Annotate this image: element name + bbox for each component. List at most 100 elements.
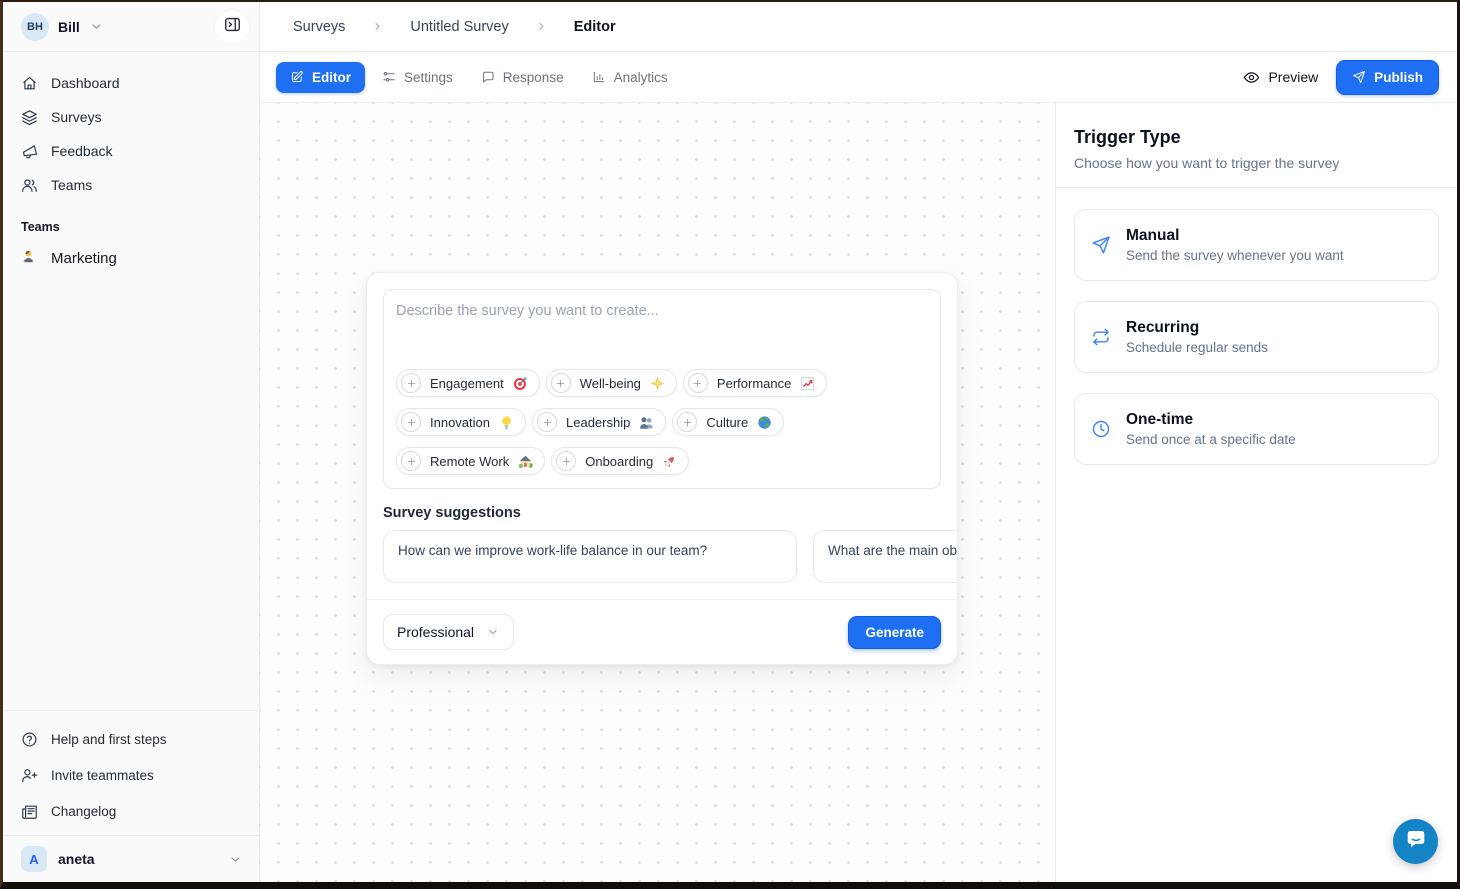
user-plus-icon bbox=[21, 767, 38, 784]
topic-chip-leadership[interactable]: Leadership bbox=[532, 408, 667, 436]
survey-prompt-input[interactable] bbox=[396, 303, 928, 323]
trigger-option-title: Recurring bbox=[1126, 319, 1200, 336]
sidebar: BH Bill Dashboard Surveys Feedback T bbox=[3, 2, 260, 882]
plus-icon bbox=[687, 373, 708, 393]
sidebar-team-marketing[interactable]: Marketing bbox=[13, 240, 249, 276]
chat-bubble-icon bbox=[1404, 827, 1428, 856]
plus-icon bbox=[556, 451, 577, 471]
sidebar-item-surveys[interactable]: Surveys bbox=[13, 100, 249, 134]
sidebar-item-label: Surveys bbox=[51, 109, 102, 125]
sidebar-item-invite-teammates[interactable]: Invite teammates bbox=[13, 757, 249, 793]
sidebar-item-teams[interactable]: Teams bbox=[13, 168, 249, 202]
plus-icon bbox=[550, 373, 571, 393]
sidebar-spacer bbox=[3, 276, 259, 710]
trigger-option-title: One-time bbox=[1126, 411, 1194, 428]
sidebar-footer: Help and first steps Invite teammates Ch… bbox=[3, 710, 259, 835]
tab-editor[interactable]: Editor bbox=[276, 61, 365, 93]
sidebar-toggle-button[interactable] bbox=[215, 9, 249, 44]
team-name: Marketing bbox=[51, 249, 117, 267]
topic-chips: Engagement Well-being Performance bbox=[396, 369, 928, 475]
account-name: aneta bbox=[58, 851, 95, 867]
chart-up-emoji-icon bbox=[800, 376, 815, 391]
breadcrumb-surveys[interactable]: Surveys bbox=[293, 18, 346, 35]
chevron-down-icon bbox=[486, 625, 500, 639]
help-circle-icon bbox=[21, 731, 38, 748]
eye-icon bbox=[1243, 69, 1260, 86]
chevron-down-icon bbox=[89, 19, 104, 34]
prompt-box: Engagement Well-being Performance bbox=[383, 289, 941, 489]
tab-analytics[interactable]: Analytics bbox=[581, 62, 679, 93]
sidebar-item-feedback[interactable]: Feedback bbox=[13, 134, 249, 168]
chat-widget-button[interactable] bbox=[1393, 819, 1438, 864]
preview-button[interactable]: Preview bbox=[1243, 69, 1318, 86]
account-menu[interactable]: A aneta bbox=[3, 835, 259, 882]
trigger-option-text: One-time Send once at a specific date bbox=[1126, 411, 1296, 447]
tab-response[interactable]: Response bbox=[470, 62, 575, 93]
sidebar-nav: Dashboard Surveys Feedback Teams bbox=[3, 52, 259, 202]
tab-label: Response bbox=[502, 69, 564, 85]
sidebar-item-changelog[interactable]: Changelog bbox=[13, 793, 249, 829]
workspace-name[interactable]: Bill bbox=[58, 18, 80, 35]
preview-label: Preview bbox=[1268, 69, 1319, 85]
composer-footer: Professional Generate bbox=[367, 599, 957, 664]
sidebar-item-label: Help and first steps bbox=[51, 731, 167, 747]
chip-label: Engagement bbox=[430, 375, 504, 391]
trigger-option-one-time[interactable]: One-time Send once at a specific date bbox=[1074, 393, 1439, 465]
send-icon bbox=[1352, 70, 1366, 84]
suggestion-card[interactable]: What are the main ob bbox=[813, 530, 957, 583]
topic-chip-innovation[interactable]: Innovation bbox=[396, 408, 526, 436]
trigger-option-title: Manual bbox=[1126, 227, 1180, 244]
main-area: Surveys Untitled Survey Editor Editor Se… bbox=[260, 2, 1457, 882]
survey-composer-card: Engagement Well-being Performance bbox=[366, 272, 958, 665]
panel-header: Trigger Type Choose how you want to trig… bbox=[1056, 103, 1457, 188]
technologist-emoji-icon bbox=[21, 249, 36, 268]
clock-icon bbox=[1091, 419, 1111, 439]
teams-section-label: Teams bbox=[21, 220, 60, 234]
topic-chip-culture[interactable]: Culture bbox=[672, 408, 785, 436]
editor-canvas[interactable]: Engagement Well-being Performance bbox=[260, 103, 1055, 882]
workspace-avatar: BH bbox=[21, 12, 49, 41]
plus-icon bbox=[401, 451, 421, 471]
trigger-option-text: Manual Send the survey whenever you want bbox=[1126, 227, 1344, 263]
users-icon bbox=[21, 177, 38, 194]
chip-label: Performance bbox=[716, 375, 792, 391]
people-emoji-icon bbox=[639, 415, 654, 430]
panel-subtitle: Choose how you want to trigger the surve… bbox=[1074, 155, 1340, 171]
globe-emoji-icon bbox=[757, 415, 772, 430]
chip-label: Remote Work bbox=[430, 453, 510, 469]
plus-icon bbox=[401, 412, 421, 432]
suggestions-row: How can we improve work-life balance in … bbox=[383, 530, 957, 583]
trigger-option-text: Recurring Schedule regular sends bbox=[1126, 319, 1268, 355]
target-emoji-icon bbox=[513, 376, 528, 391]
chevron-right-icon bbox=[535, 20, 548, 33]
tone-select[interactable]: Professional bbox=[383, 614, 515, 650]
topic-chip-well-being[interactable]: Well-being bbox=[545, 369, 677, 397]
sidebar-header: BH Bill bbox=[3, 2, 259, 52]
megaphone-icon bbox=[21, 143, 38, 160]
publish-label: Publish bbox=[1374, 69, 1423, 85]
topic-chip-engagement[interactable]: Engagement bbox=[396, 369, 540, 397]
trigger-option-recurring[interactable]: Recurring Schedule regular sends bbox=[1074, 301, 1439, 373]
breadcrumb-untitled-survey[interactable]: Untitled Survey bbox=[410, 18, 509, 35]
content-area: Engagement Well-being Performance bbox=[260, 103, 1457, 882]
sidebar-item-label: Changelog bbox=[51, 803, 117, 819]
plus-icon bbox=[537, 412, 557, 432]
topic-chip-performance[interactable]: Performance bbox=[682, 369, 828, 397]
chip-label: Culture bbox=[706, 414, 749, 430]
topic-chip-onboarding[interactable]: Onboarding bbox=[551, 447, 690, 475]
rocket-emoji-icon bbox=[662, 454, 677, 469]
topic-chip-remote-work[interactable]: Remote Work bbox=[396, 447, 546, 475]
trigger-option-manual[interactable]: Manual Send the survey whenever you want bbox=[1074, 209, 1439, 281]
publish-button[interactable]: Publish bbox=[1336, 59, 1439, 95]
plus-icon bbox=[677, 412, 698, 432]
sidebar-item-help[interactable]: Help and first steps bbox=[13, 721, 249, 757]
sidebar-item-label: Dashboard bbox=[51, 75, 120, 91]
generate-button[interactable]: Generate bbox=[848, 615, 941, 649]
sidebar-item-dashboard[interactable]: Dashboard bbox=[13, 66, 249, 100]
tab-settings[interactable]: Settings bbox=[371, 62, 464, 93]
toolbar-right: Preview Publish bbox=[1243, 59, 1439, 95]
plus-icon bbox=[401, 373, 421, 393]
newspaper-icon bbox=[21, 803, 38, 820]
suggestion-card[interactable]: How can we improve work-life balance in … bbox=[383, 530, 797, 583]
